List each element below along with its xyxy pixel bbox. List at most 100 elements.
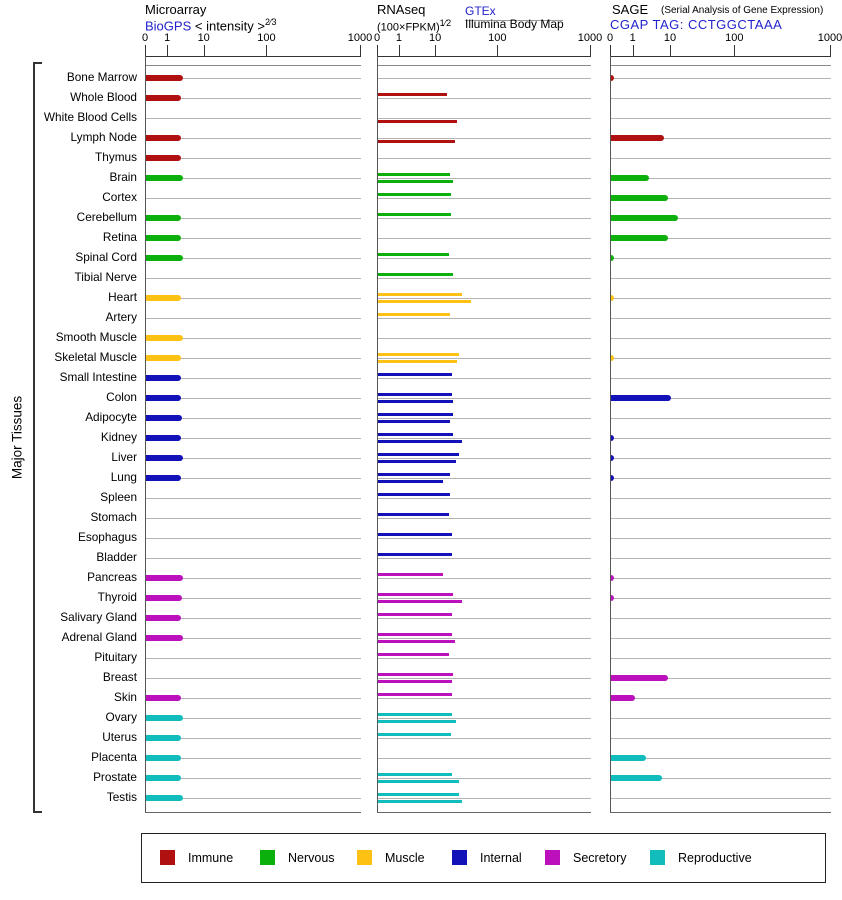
legend-swatch-internal — [452, 850, 467, 865]
rnaseq-illumina-bar — [378, 480, 444, 483]
tissue-label: Placenta — [91, 750, 137, 764]
tissue-label: Bladder — [96, 550, 137, 564]
sage-axis-tick-label-1000: 1000 — [817, 32, 842, 44]
microarray-row-baseline — [146, 718, 361, 719]
illumina-body-map-label: Illumina Body Map — [465, 17, 564, 31]
sage-bar — [611, 75, 614, 81]
rnaseq-gtex-bar — [378, 193, 452, 196]
microarray-bar — [146, 215, 182, 221]
microarray-row-baseline — [146, 618, 361, 619]
rnaseq-gtex-bar — [378, 793, 459, 796]
sage-row-baseline — [611, 678, 831, 679]
tissue-label: White Blood Cells — [43, 110, 137, 124]
rnaseq-gtex-bar — [378, 513, 449, 516]
microarray-bar — [146, 95, 182, 101]
microarray-bar — [146, 175, 183, 181]
sage-panel-title: SAGE — [612, 2, 649, 17]
sage-row-baseline — [611, 218, 831, 219]
sage-row-baseline — [611, 138, 831, 139]
rnaseq-row-baseline — [378, 378, 591, 379]
sage-bar — [611, 295, 614, 301]
microarray-panel-top-line — [145, 65, 361, 66]
rnaseq-transform-label: (100×FPKM) — [377, 21, 440, 34]
sage-axis-tick-label-0: 0 — [606, 32, 614, 44]
sage-row-baseline — [611, 638, 831, 639]
rnaseq-axis-vertical-line — [377, 56, 378, 812]
sage-bar — [611, 235, 669, 241]
sage-row-baseline — [611, 658, 831, 659]
microarray-exponent: 2⁄3 — [264, 17, 277, 27]
tissue-label: Colon — [106, 390, 137, 404]
sage-axis-tick-100 — [734, 45, 736, 56]
microarray-row-baseline — [146, 378, 361, 379]
rnaseq-row-baseline — [378, 318, 591, 319]
rnaseq-gtex-bar — [378, 433, 454, 436]
tissue-label: Cortex — [102, 190, 137, 204]
microarray-row-baseline — [146, 658, 361, 659]
legend-label-reproductive: Reproductive — [678, 851, 752, 865]
rnaseq-row-baseline — [378, 618, 591, 619]
microarray-bar — [146, 335, 183, 341]
rnaseq-row-baseline — [378, 458, 591, 459]
rnaseq-row-baseline — [378, 398, 591, 399]
microarray-bar — [146, 295, 182, 301]
tissue-label: Thyroid — [97, 590, 137, 604]
rnaseq-illumina-bar — [378, 300, 471, 303]
sage-panel-top-line — [610, 65, 831, 66]
rnaseq-gtex-bar — [378, 653, 449, 656]
sage-axis-vertical-line — [610, 56, 611, 812]
rnaseq-row-baseline — [378, 138, 591, 139]
microarray-row-baseline — [146, 478, 361, 479]
sage-bar — [611, 355, 614, 361]
microarray-row-baseline — [146, 278, 361, 279]
rnaseq-gtex-bar — [378, 413, 453, 416]
legend-swatch-reproductive — [650, 850, 665, 865]
rnaseq-row-baseline — [378, 678, 591, 679]
microarray-bar — [146, 235, 182, 241]
microarray-bar — [146, 475, 182, 481]
rnaseq-panel-bottom-line — [377, 812, 591, 813]
legend — [141, 833, 826, 883]
tissue-label: Thymus — [95, 150, 137, 164]
rnaseq-gtex-bar — [378, 293, 462, 296]
tissue-label: Ovary — [105, 710, 137, 724]
rnaseq-row-baseline — [378, 658, 591, 659]
gtex-link[interactable]: GTEx — [465, 4, 496, 18]
legend-swatch-immune — [160, 850, 175, 865]
sage-row-baseline — [611, 578, 831, 579]
rnaseq-gtex-bar — [378, 693, 453, 696]
sage-row-baseline — [611, 538, 831, 539]
microarray-row-baseline — [146, 218, 361, 219]
sage-axis-tick-label-1: 1 — [629, 32, 636, 44]
rnaseq-axis-tick-label-10: 10 — [429, 32, 442, 44]
rnaseq-gtex-bar — [378, 613, 453, 616]
rnaseq-gtex-bar — [378, 173, 450, 176]
tissue-label: Stomach — [90, 510, 137, 524]
microarray-row-baseline — [146, 398, 361, 399]
tissue-label: Salivary Gland — [60, 610, 137, 624]
tissue-label: Artery — [105, 310, 137, 324]
microarray-row-baseline — [146, 458, 361, 459]
microarray-axis-tick-0 — [145, 45, 146, 56]
microarray-bar — [146, 455, 183, 461]
biogps-link[interactable]: BioGPS — [145, 18, 192, 34]
tissue-label: Pancreas — [87, 570, 137, 584]
tissue-label: Bone Marrow — [66, 70, 137, 84]
rnaseq-subtitle: (100×FPKM)1⁄2 — [377, 18, 451, 34]
sage-row-baseline — [611, 298, 831, 299]
microarray-bar — [146, 355, 182, 361]
sage-bar — [611, 195, 669, 201]
rnaseq-row-baseline — [378, 98, 591, 99]
sage-row-baseline — [611, 98, 831, 99]
rnaseq-row-baseline — [378, 698, 591, 699]
cgap-tag-link[interactable]: CGAP TAG: CCTGGCTAAA — [610, 17, 783, 32]
tissue-label: Breast — [102, 670, 137, 684]
rnaseq-gtex-bar — [378, 593, 454, 596]
microarray-axis-tick-label-10: 10 — [197, 32, 210, 44]
microarray-bar — [146, 75, 183, 81]
microarray-row-baseline — [146, 578, 361, 579]
rnaseq-row-baseline — [378, 418, 591, 419]
microarray-bar — [146, 575, 183, 581]
tissue-label: Spinal Cord — [75, 250, 137, 264]
rnaseq-gtex-bar — [378, 713, 453, 716]
